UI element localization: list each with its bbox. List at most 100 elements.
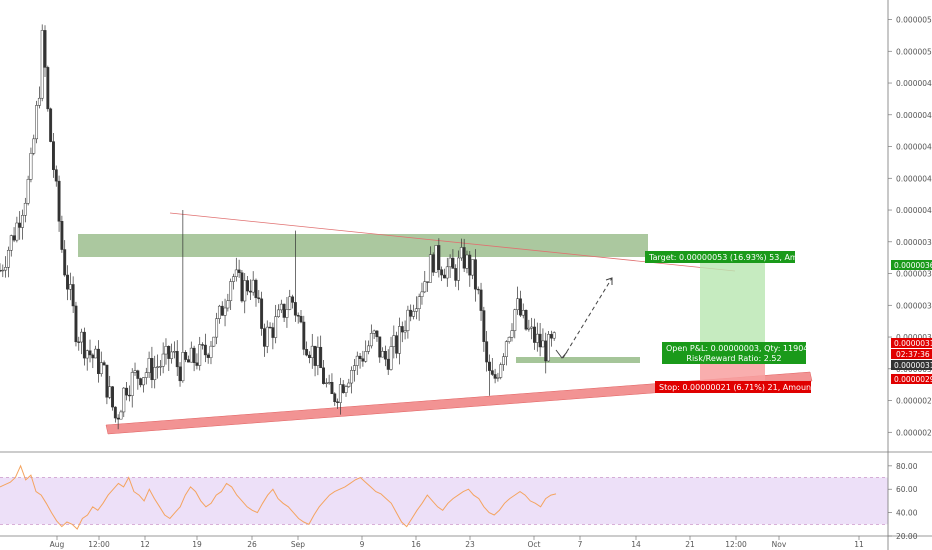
time-tick-label: 12:00 [725,540,747,549]
candle-body [389,346,393,370]
candle-body [240,272,244,302]
candle-body [361,358,365,362]
candle-body [527,327,531,330]
time-tick-label: 9 [360,540,365,549]
price-tick-label: 0.00000320 [896,333,932,342]
candle-body [35,105,39,140]
candle-body [217,305,221,319]
candle-body [485,341,489,363]
candle-body [85,350,89,359]
price-tick-label: 0.00000460 [896,111,932,120]
candle-body [375,330,379,338]
candle-body [493,374,497,379]
candle-body [99,362,103,374]
candle-body [316,346,320,366]
time-tick-label: 12 [140,540,150,549]
candle-body [105,364,109,398]
support-trendline-band[interactable] [105,371,813,435]
rsi-axis: 80.00 60.00 40.00 20.00 [888,462,918,541]
time-tick-label: 12:00 [88,540,110,549]
consolidation-box[interactable] [516,357,640,363]
candle-body [268,326,272,329]
candle-body [552,332,556,339]
price-tick-label: 0.00000380 [896,238,932,247]
candle-body [150,358,154,381]
candle-body [336,401,340,403]
rsi-pane [0,464,888,530]
descending-trendline[interactable] [169,212,736,272]
candle-body [260,298,264,329]
candle-body [18,222,22,228]
candle-body [338,384,342,403]
candle-body [29,153,33,180]
candle-body [507,337,511,342]
candle-body [68,284,72,290]
candle-body [63,249,67,276]
candle-body [504,341,508,357]
price-label-stop: 0.00000292 [891,374,932,384]
candle-body [502,356,505,365]
candle-body [324,382,328,384]
candle-body [234,269,238,277]
candle-body [322,367,325,384]
candle-body [330,382,334,395]
candle-body [409,309,413,317]
candle-body [473,259,477,290]
candle-body [434,245,438,273]
candle-body [414,308,418,312]
candle-body [257,297,261,300]
candle-body [77,341,81,343]
stop-annotation: Stop: 0.00000021 (6.71%) 21, Amount: 750 [655,381,835,393]
target-label: Target: 0.00000053 (16.93%) 53, Amount: … [648,253,854,262]
rsi-tick-label: 80.00 [896,462,918,471]
candle-body [156,366,159,368]
candle-body [468,254,472,276]
candle-body [307,354,311,358]
candle-body [355,355,359,366]
projection-arrow[interactable] [555,277,613,359]
candle-body [445,266,449,279]
svg-text:0.00000292: 0.00000292 [894,375,932,384]
candle-body [130,372,134,396]
candle-body [127,394,131,397]
svg-text:0.00000366: 0.00000366 [894,261,932,270]
position-annotation: Open P&L: 0.00000003, Qty: 1190476190 Ri… [662,342,834,364]
candle-body [220,305,224,316]
time-tick-label: 7 [578,540,583,549]
resistance-zone[interactable] [78,234,648,257]
time-tick-label: 11 [854,540,864,549]
time-tick-label: 23 [465,540,475,549]
candle-body [333,393,337,402]
candle-body [398,326,401,354]
stop-zone[interactable] [700,364,765,384]
candle-body [479,289,483,311]
time-tick-label: 26 [247,540,257,549]
candle-body [80,331,84,343]
candle-body [358,355,362,359]
svg-text:0.00000316: 0.00000316 [894,339,932,348]
candle-body [9,235,13,251]
candle-body [32,138,36,154]
candle-body [369,333,373,347]
time-axis[interactable]: Aug 12:00 12 19 26 Sep 9 16 23 Oct 7 14 21 12:00 Nov 11 [50,536,864,549]
price-tick-label: 0.00000340 [896,301,932,310]
candle-body [23,202,27,216]
price-tick-label: 0.00000520 [896,16,932,25]
candle-body [237,269,241,273]
rsi-band [0,477,888,525]
candle-body [440,269,444,276]
candle-body [113,406,117,419]
candle-body [406,309,410,331]
candle-body [246,280,250,292]
open-pnl-label: Open P&L: 0.00000003, Qty: 1190476190 [666,344,834,353]
candle-body [437,245,441,270]
candle-body [488,361,491,371]
rsi-tick-label: 40.00 [896,509,918,518]
candle-body [400,326,404,333]
candle-body [40,30,44,99]
candle-body [57,180,61,222]
candle-body [412,311,415,317]
price-label-current: 0.00000313 [891,360,932,370]
candle-body [383,351,387,360]
